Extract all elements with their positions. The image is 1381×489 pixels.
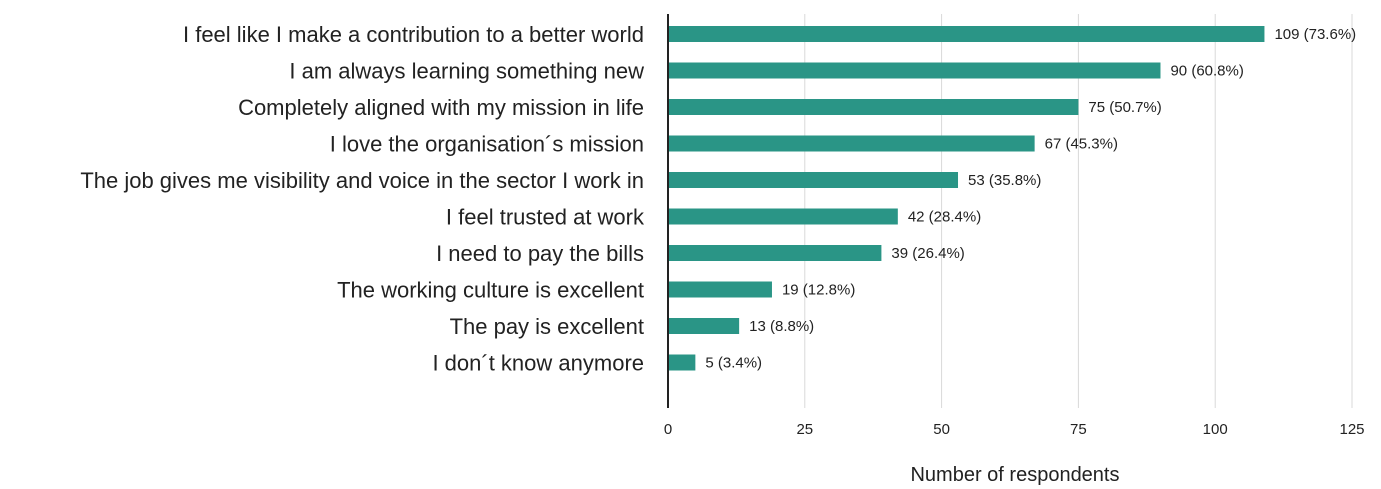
data-label: 53 (35.8%) <box>968 172 1041 189</box>
gridlines <box>804 14 1353 408</box>
x-tick-label: 75 <box>1070 421 1087 438</box>
data-label: 19 (12.8%) <box>782 282 855 299</box>
x-tick-label: 25 <box>796 421 813 438</box>
category-label: I feel trusted at work <box>446 205 645 230</box>
data-label: 67 (45.3%) <box>1045 136 1118 153</box>
x-axis-title: Number of respondents <box>910 464 1119 486</box>
category-labels: I feel like I make a contribution to a b… <box>80 22 645 376</box>
data-label: 13 (8.8%) <box>749 318 814 335</box>
bars <box>668 26 1265 371</box>
x-tick-label: 100 <box>1203 421 1228 438</box>
data-label: 42 (28.4%) <box>908 209 981 226</box>
bar <box>668 172 959 188</box>
category-label: I don´t know anymore <box>432 351 644 376</box>
x-axis-ticks: 0 25 50 75 100 125 <box>664 421 1365 438</box>
category-label: The job gives me visibility and voice in… <box>80 168 644 193</box>
bar <box>668 281 772 298</box>
category-label: I need to pay the bills <box>436 241 644 266</box>
data-label: 39 (26.4%) <box>891 245 964 262</box>
category-label: I love the organisation´s mission <box>330 132 644 157</box>
data-label: 75 (50.7%) <box>1088 99 1161 116</box>
bar <box>668 135 1035 152</box>
bar <box>668 26 1265 42</box>
bar <box>668 99 1079 115</box>
x-tick-label: 125 <box>1339 421 1364 438</box>
bar <box>668 208 898 225</box>
bar <box>668 62 1161 79</box>
bar <box>668 318 740 334</box>
data-label: 5 (3.4%) <box>705 355 762 372</box>
x-tick-label: 50 <box>933 421 950 438</box>
data-label: 109 (73.6%) <box>1274 26 1356 43</box>
category-label: The working culture is excellent <box>337 278 644 303</box>
bar <box>668 354 696 371</box>
category-label: I am always learning something new <box>289 59 644 84</box>
data-label: 90 (60.8%) <box>1170 63 1243 80</box>
category-label: The pay is excellent <box>450 314 644 339</box>
bar <box>668 245 882 261</box>
data-labels: 109 (73.6%) 90 (60.8%) 75 (50.7%) 67 (45.3%… <box>705 26 1356 372</box>
category-label: I feel like I make a contribution to a b… <box>183 22 644 47</box>
x-tick-label: 0 <box>664 421 672 438</box>
category-label: Completely aligned with my mission in li… <box>238 95 644 120</box>
